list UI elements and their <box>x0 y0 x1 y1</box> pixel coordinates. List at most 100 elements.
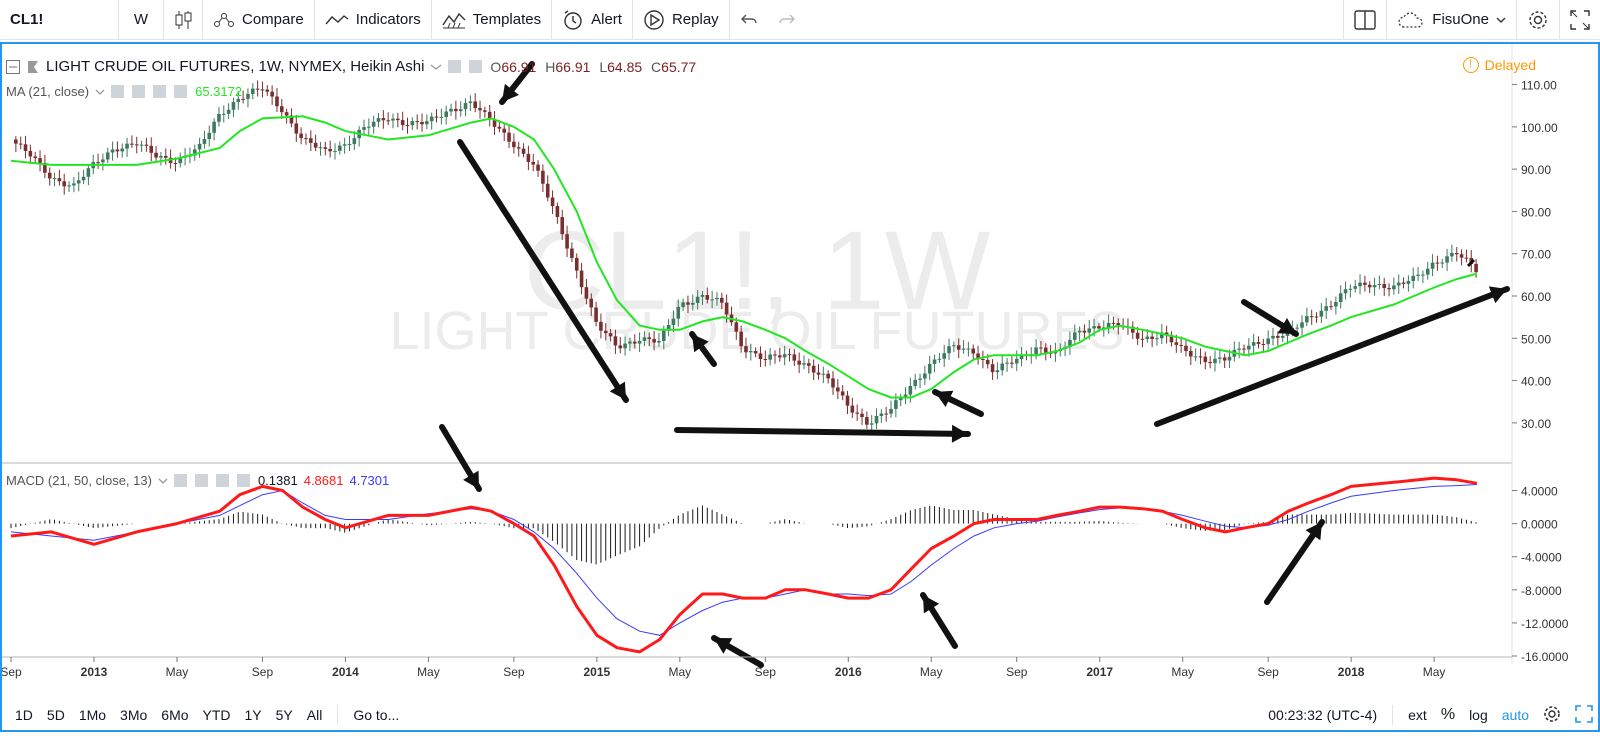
close-icon[interactable] <box>236 474 250 487</box>
chevron-down-icon[interactable] <box>158 477 168 485</box>
range-ytd[interactable]: YTD <box>202 707 231 723</box>
candle-body <box>1010 362 1014 364</box>
candle-body <box>1251 342 1256 346</box>
series-more-icon[interactable] <box>469 60 483 73</box>
time-tick-label: 2013 <box>81 665 108 679</box>
candle-body <box>386 120 390 122</box>
candle-body <box>1440 262 1445 264</box>
candle-body <box>695 296 700 303</box>
candle-body <box>72 183 76 186</box>
candle-body <box>1305 316 1309 323</box>
ma-legend[interactable]: MA (21, close) 65.3172 <box>6 84 242 99</box>
collapse-icon[interactable] <box>6 59 20 74</box>
alert-button[interactable]: Alert <box>552 0 632 40</box>
candle-body <box>338 145 342 151</box>
close-icon[interactable] <box>174 85 188 98</box>
close-value: 65.77 <box>661 58 697 75</box>
candle-body <box>623 343 627 349</box>
chart-settings-button[interactable] <box>1536 705 1568 726</box>
symbol-search-button[interactable]: CL1! <box>10 11 44 28</box>
gear-icon[interactable] <box>194 474 208 487</box>
log-toggle[interactable]: log <box>1469 707 1488 723</box>
chevron-down-icon[interactable] <box>95 88 105 96</box>
candle-body <box>1184 345 1188 351</box>
time-axis[interactable]: Sep 2013 May Sep 2014 May Sep 2015 May Sep 2016 May… <box>2 657 1445 679</box>
candle-body <box>744 346 748 353</box>
price-axis[interactable]: 110.00 100.00 90.00 80.00 70.00 60.00 50.00 40.… <box>1512 79 1558 431</box>
macd-legend[interactable]: MACD (21, 50, close, 13) 0.1381 4.8681 4… <box>6 473 389 488</box>
candle-body <box>657 340 661 343</box>
undo-button[interactable] <box>730 0 768 40</box>
range-5d[interactable]: 5D <box>46 707 65 723</box>
range-1d[interactable]: 1D <box>15 707 33 723</box>
annotation-arrow-head <box>714 638 733 654</box>
percent-toggle[interactable]: % <box>1440 706 1456 723</box>
candle-body <box>260 89 265 91</box>
chevron-down-icon <box>1496 17 1506 23</box>
range-1y[interactable]: 1Y <box>244 707 262 723</box>
candle-body <box>826 373 830 379</box>
candle-body <box>1145 336 1150 340</box>
delayed-badge[interactable]: ! Delayed <box>1462 57 1536 73</box>
candle-body <box>666 324 671 331</box>
chart-canvas[interactable]: CL1!, 1W LIGHT CRUDE OIL FUTURES 110.001… <box>2 44 1598 730</box>
toolbar-divider <box>1343 0 1345 40</box>
date-range-buttons: 1D 5D 1Mo 3Mo 6Mo YTD 1Y 5Y All <box>0 707 329 723</box>
range-6mo[interactable]: 6Mo <box>161 707 189 723</box>
candle-body <box>1130 326 1135 333</box>
macd-tick-label: -8.0000 <box>1521 584 1562 598</box>
candle-body <box>265 89 270 92</box>
candle-body <box>749 351 753 353</box>
candle-body <box>202 139 207 144</box>
gear-icon <box>1544 705 1560 722</box>
candle-body <box>763 359 768 361</box>
time-tick-label: 2015 <box>584 665 611 679</box>
settings-button[interactable] <box>1517 0 1559 40</box>
candle-body <box>1474 263 1478 273</box>
goto-button[interactable]: Go to... <box>353 707 400 723</box>
candle-body <box>207 132 212 140</box>
fullscreen-button[interactable] <box>1560 0 1600 40</box>
candle-body <box>971 348 976 354</box>
account-cloud-button[interactable]: FisuOne <box>1387 0 1516 40</box>
candle-body <box>502 128 507 133</box>
clock-timezone[interactable]: 00:23:32 (UTC-4) <box>1268 707 1378 723</box>
open-value: 66.91 <box>501 58 537 75</box>
candle-body <box>101 159 105 163</box>
plus-icon[interactable] <box>215 474 229 487</box>
range-3mo[interactable]: 3Mo <box>120 707 148 723</box>
chevron-down-icon[interactable] <box>430 63 442 71</box>
candle-body <box>458 109 463 112</box>
candle-body <box>739 331 743 347</box>
chart-area[interactable]: CL1!, 1W LIGHT CRUDE OIL FUTURES 110.00 1… <box>0 42 1600 732</box>
macd-axis[interactable]: 4.0000 0.0000 -4.0000 -8.0000 -12.0000 -16.00… <box>1512 485 1569 664</box>
auto-toggle[interactable]: auto <box>1501 707 1529 723</box>
eye-icon[interactable] <box>173 474 187 487</box>
candle-body <box>313 142 318 148</box>
price-tick-label: 60.00 <box>1521 290 1551 304</box>
range-all[interactable]: All <box>306 707 323 723</box>
time-tick-label: May <box>668 665 691 679</box>
interval-button[interactable]: W <box>133 11 149 28</box>
candle-body <box>487 111 492 120</box>
layout-button[interactable] <box>1344 0 1386 40</box>
ext-toggle[interactable]: ext <box>1408 707 1427 723</box>
candle-body <box>342 144 347 146</box>
candle-body <box>618 345 623 349</box>
series-settings-icon[interactable] <box>448 60 462 73</box>
toolbar-divider <box>430 0 432 40</box>
compare-button[interactable]: Compare <box>203 0 314 40</box>
candle-body <box>449 108 453 112</box>
templates-button[interactable]: Templates <box>432 0 551 40</box>
range-1mo[interactable]: 1Mo <box>78 707 107 723</box>
flag-icon[interactable] <box>26 60 40 74</box>
redo-button[interactable] <box>768 0 806 40</box>
range-5y[interactable]: 5Y <box>275 707 293 723</box>
maximize-button[interactable] <box>1568 704 1600 726</box>
replay-button[interactable]: Replay <box>633 0 729 40</box>
gear-icon[interactable] <box>132 85 146 98</box>
indicators-button[interactable]: Indicators <box>315 0 431 40</box>
eye-icon[interactable] <box>111 85 125 98</box>
plus-icon[interactable] <box>153 85 167 98</box>
chart-type-button[interactable] <box>164 0 202 40</box>
